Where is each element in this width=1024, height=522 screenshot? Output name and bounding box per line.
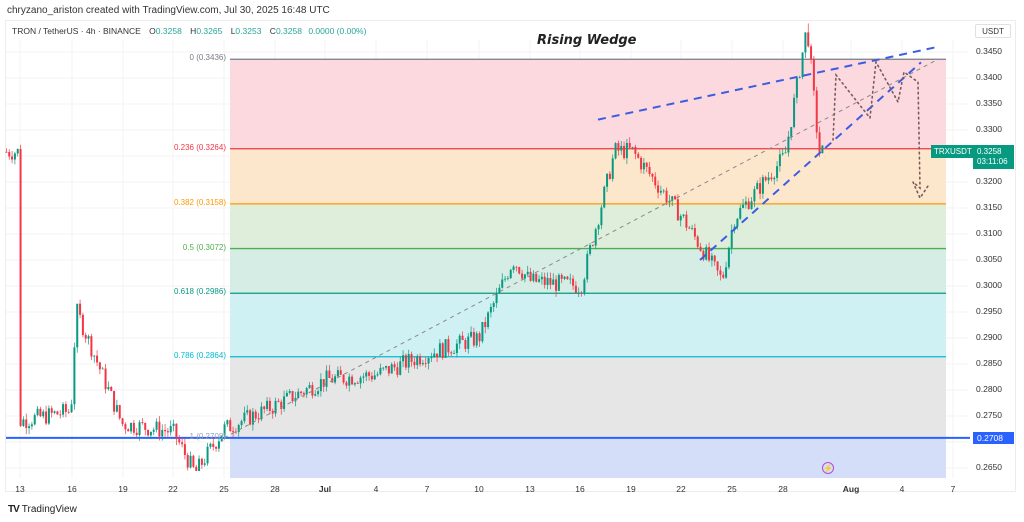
time-tick: 13 bbox=[15, 484, 25, 494]
time-tick: 19 bbox=[118, 484, 128, 494]
price-tick: 0.3350 bbox=[976, 98, 1002, 108]
time-tick: 7 bbox=[424, 484, 430, 494]
price-tick: 0.3450 bbox=[976, 46, 1002, 56]
price-tick: 0.3050 bbox=[976, 254, 1002, 264]
bar-countdown: 03:11:06 bbox=[977, 157, 1008, 166]
time-tick: 28 bbox=[778, 484, 788, 494]
time-tick: 16 bbox=[575, 484, 585, 494]
fib-level-label: 0.382 (0.3158) bbox=[173, 197, 226, 207]
change-value: 0.0000 (0.00%) bbox=[308, 26, 367, 36]
chart-frame bbox=[5, 20, 1016, 492]
price-tick: 0.3150 bbox=[976, 202, 1002, 212]
last-price-badge: 0.3258 03:11:06 bbox=[973, 145, 1014, 169]
symbol-legend[interactable]: TRON / TetherUS · 4h · BINANCE O0.3258 H… bbox=[12, 26, 366, 36]
attribution-text: chryzano_ariston created with TradingVie… bbox=[7, 5, 330, 16]
time-tick: 22 bbox=[168, 484, 178, 494]
price-tick: 0.3000 bbox=[976, 280, 1002, 290]
low-label: L bbox=[230, 26, 236, 36]
price-tick: 0.2850 bbox=[976, 358, 1002, 368]
price-tick: 0.3300 bbox=[976, 124, 1002, 134]
time-tick: 25 bbox=[219, 484, 229, 494]
price-tick: 0.3200 bbox=[976, 176, 1002, 186]
lightning-event-icon[interactable]: ⚡ bbox=[822, 462, 834, 474]
fib-level-label: 0 (0.3436) bbox=[189, 53, 226, 63]
symbol-title: TRON / TetherUS · 4h · BINANCE bbox=[12, 26, 141, 36]
time-tick: 7 bbox=[950, 484, 956, 494]
price-tick: 0.3100 bbox=[976, 228, 1002, 238]
open-value: 0.3258 bbox=[155, 26, 182, 36]
time-tick: 22 bbox=[676, 484, 686, 494]
time-tick: 13 bbox=[525, 484, 535, 494]
high-value: 0.3265 bbox=[196, 26, 223, 36]
time-tick: 16 bbox=[67, 484, 77, 494]
fib-level-label: 0.618 (0.2986) bbox=[173, 287, 226, 297]
time-tick: Jul bbox=[318, 484, 332, 494]
fib-level-label: 0.5 (0.3072) bbox=[182, 242, 226, 252]
time-tick: 25 bbox=[727, 484, 737, 494]
time-tick: 4 bbox=[373, 484, 379, 494]
fib-level-label: 1 (0.2708) bbox=[189, 431, 226, 441]
base-line-price-badge: 0.2708 bbox=[973, 432, 1014, 444]
close-value: 0.3258 bbox=[275, 26, 302, 36]
time-tick: Aug bbox=[842, 484, 860, 494]
low-value: 0.3253 bbox=[235, 26, 262, 36]
time-tick: 19 bbox=[626, 484, 636, 494]
price-tick: 0.2650 bbox=[976, 462, 1002, 472]
currency-unit-button[interactable]: USDT bbox=[975, 24, 1011, 38]
open-label: O bbox=[149, 26, 156, 36]
price-tick: 0.2800 bbox=[976, 384, 1002, 394]
close-label: C bbox=[269, 26, 276, 36]
high-label: H bbox=[190, 26, 197, 36]
price-tick: 0.2900 bbox=[976, 332, 1002, 342]
tv-logo-mark: TV bbox=[8, 504, 20, 515]
time-tick: 28 bbox=[270, 484, 280, 494]
tv-logo-text: TradingView bbox=[21, 504, 77, 515]
ticker-tag: TRXUSDT bbox=[931, 145, 975, 158]
tradingview-logo: TV TradingView bbox=[8, 504, 77, 515]
time-tick: 10 bbox=[474, 484, 484, 494]
price-tick: 0.2950 bbox=[976, 306, 1002, 316]
last-price-value: 0.3258 bbox=[977, 147, 1002, 156]
price-tick: 0.3400 bbox=[976, 72, 1002, 82]
fib-level-label: 0.786 (0.2864) bbox=[173, 350, 226, 360]
time-tick: 4 bbox=[899, 484, 905, 494]
price-tick: 0.2750 bbox=[976, 410, 1002, 420]
rising-wedge-annotation[interactable]: Rising Wedge bbox=[537, 33, 637, 48]
fib-level-label: 0.236 (0.3264) bbox=[173, 142, 226, 152]
